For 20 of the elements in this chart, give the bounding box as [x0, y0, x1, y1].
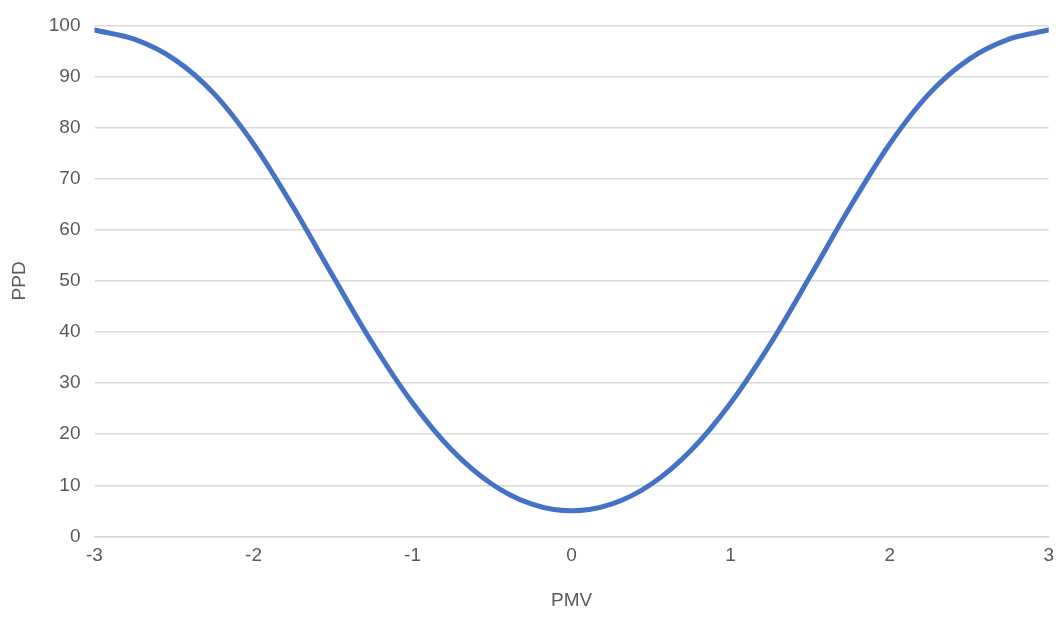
y-tick-label: 90 [59, 64, 81, 86]
x-axis-title: PMV [551, 588, 593, 610]
y-axis-title: PPD [7, 261, 29, 301]
x-tick-label: -3 [86, 544, 103, 566]
y-tick-label: 70 [59, 166, 81, 188]
y-tick-label: 30 [59, 371, 81, 393]
y-tick-label: 60 [59, 218, 81, 240]
y-tick-label: 50 [59, 269, 81, 291]
x-tick-label: 2 [884, 544, 895, 566]
x-tick-label: -2 [245, 544, 262, 566]
y-tick-label: 100 [48, 13, 81, 35]
x-tick-label: 0 [566, 544, 577, 566]
y-tick-label: 10 [59, 473, 81, 495]
y-tick-label: 40 [59, 320, 81, 342]
y-tick-label: 80 [59, 115, 81, 137]
y-tick-label: 20 [59, 422, 81, 444]
x-tick-label: 3 [1043, 544, 1055, 566]
x-tick-label: 1 [725, 544, 736, 566]
x-tick-label: -1 [404, 544, 422, 566]
y-tick-label: 0 [69, 524, 81, 546]
